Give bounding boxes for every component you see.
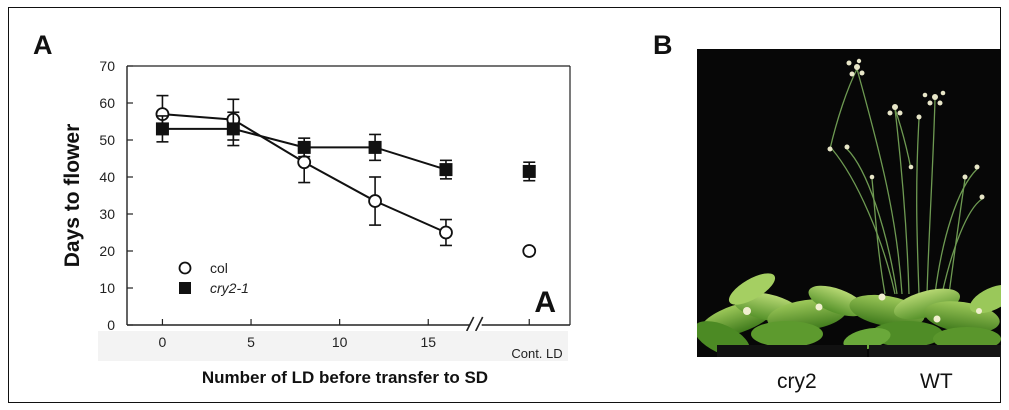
x-axis-title: Number of LD before transfer to SD — [202, 368, 488, 387]
data-point — [297, 140, 311, 154]
data-point — [368, 140, 382, 154]
data-point-cont-ld — [522, 164, 536, 178]
y-tick-label: 50 — [99, 132, 115, 148]
plant-photo — [697, 49, 1001, 357]
y-axis-title: Days to flower — [61, 124, 84, 268]
axis-shadow — [98, 331, 568, 361]
y-tick-label: 60 — [99, 95, 115, 111]
data-point — [297, 155, 312, 170]
chart-corner-label: A — [534, 286, 556, 319]
x-tick-label: 5 — [247, 334, 255, 350]
data-point — [368, 194, 382, 208]
y-tick-label: 40 — [99, 169, 115, 185]
data-point — [155, 122, 169, 136]
x-tick-label: 10 — [332, 334, 348, 350]
y-tick-label: 20 — [99, 243, 115, 259]
panel-b-letter: B — [653, 30, 673, 60]
y-tick-label: 0 — [107, 317, 115, 333]
legend-marker-cry2 — [179, 282, 191, 294]
y-tick-label: 30 — [99, 206, 115, 222]
data-point-cont-ld — [522, 244, 537, 258]
panel-a-letter: A — [33, 30, 53, 60]
x-tick-label: 0 — [159, 334, 167, 350]
y-tick-label: 70 — [99, 58, 115, 74]
arabidopsis-plants-image — [697, 58, 1001, 357]
x-extra-label: Cont. LD — [511, 346, 562, 361]
legend-marker-col — [178, 261, 192, 275]
data-point — [439, 163, 453, 177]
data-point — [439, 225, 453, 240]
axis-break-mark — [474, 316, 484, 332]
photo-label-cry2: cry2 — [777, 370, 817, 393]
y-tick-label: 10 — [99, 280, 115, 296]
photo-label-wt: WT — [920, 370, 953, 393]
legend-label-col: col — [210, 260, 228, 276]
axis-break-mark — [465, 316, 475, 332]
x-tick-label: 15 — [420, 334, 436, 350]
data-point — [226, 122, 240, 136]
legend-label-cry2: cry2-1 — [210, 280, 249, 296]
